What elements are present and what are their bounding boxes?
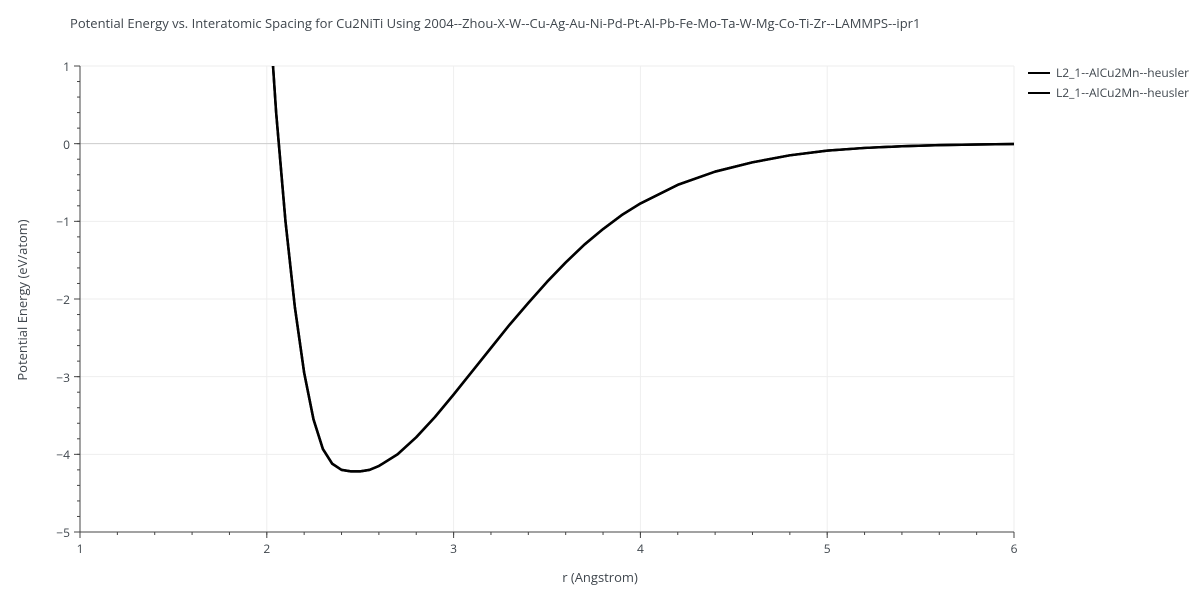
y-tick-label: −1: [34, 213, 70, 230]
x-tick-label: 1: [60, 540, 100, 557]
x-tick-label: 6: [994, 540, 1034, 557]
plot-svg[interactable]: [0, 0, 1200, 600]
y-tick-label: −3: [34, 369, 70, 386]
y-tick-label: −2: [34, 291, 70, 308]
legend-label: L2_1--AlCu2Mn--heusler: [1056, 64, 1189, 81]
legend-item[interactable]: L2_1--AlCu2Mn--heusler: [1028, 64, 1189, 81]
x-tick-label: 5: [807, 540, 847, 557]
y-tick-label: −4: [34, 446, 70, 463]
x-tick-label: 2: [247, 540, 287, 557]
x-tick-label: 3: [434, 540, 474, 557]
grid-group: [80, 66, 1014, 532]
chart-root: Potential Energy vs. Interatomic Spacing…: [0, 0, 1200, 600]
legend-label: L2_1--AlCu2Mn--heusler: [1056, 84, 1189, 101]
legend-swatch-icon: [1028, 72, 1050, 74]
y-tick-label: −5: [34, 524, 70, 541]
y-tick-label: 0: [34, 136, 70, 153]
x-tick-label: 4: [620, 540, 660, 557]
legend-item[interactable]: L2_1--AlCu2Mn--heusler: [1028, 84, 1189, 101]
legend[interactable]: L2_1--AlCu2Mn--heusler L2_1--AlCu2Mn--he…: [1028, 64, 1189, 104]
y-tick-label: 1: [34, 58, 70, 75]
minor-tick-group: [77, 66, 1014, 535]
legend-swatch-icon: [1028, 92, 1050, 94]
tick-group: [74, 66, 1014, 538]
